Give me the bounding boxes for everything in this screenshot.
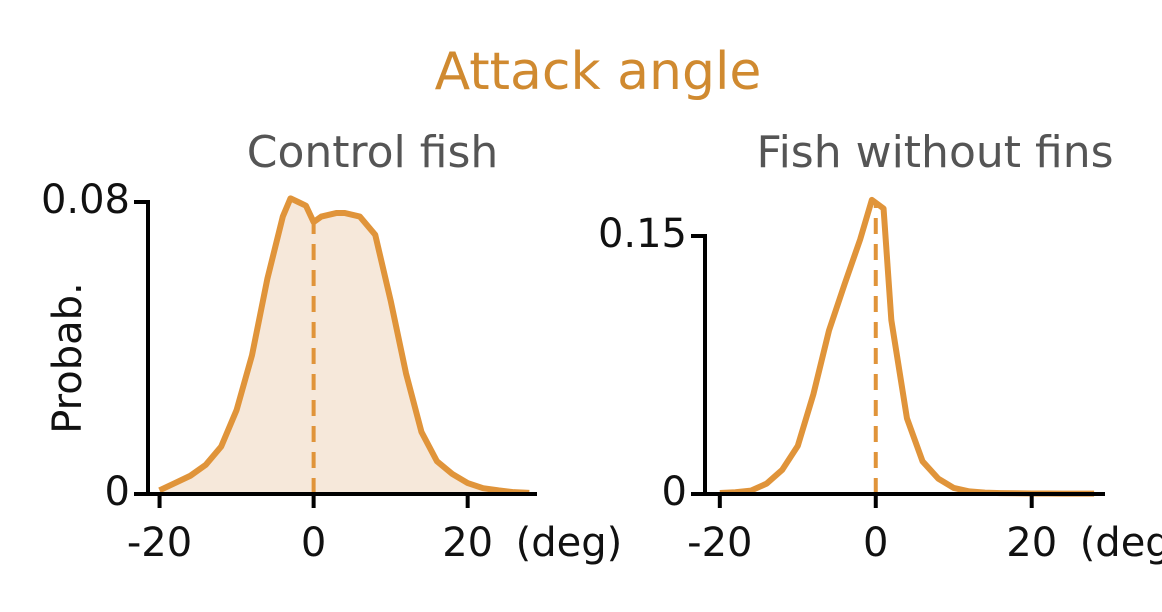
line: [719, 196, 1095, 497]
x-axis-label: (deg): [516, 520, 623, 566]
figure-title: Attack angle: [435, 42, 762, 102]
x-tick-label: 0: [863, 520, 888, 566]
x-tick-label: 20: [442, 520, 493, 566]
x-tick-label: -20: [127, 520, 192, 566]
y-tick-label: 0.15: [598, 211, 687, 257]
subtitle: Control fish: [247, 127, 499, 178]
x-axis-label: (deg): [1080, 520, 1162, 566]
y-tick-label: 0.08: [41, 177, 130, 223]
line: [158, 195, 530, 496]
area: [159, 198, 530, 494]
x-tick-label: 0: [301, 520, 326, 566]
y-tick-label: 0: [105, 469, 130, 515]
y-axis-label: Probab.: [45, 282, 91, 433]
x-tick-label: 20: [1006, 520, 1057, 566]
subtitle: Fish without fins: [756, 127, 1113, 178]
y-tick-label: 0: [662, 469, 687, 515]
x-tick-label: -20: [687, 520, 752, 566]
